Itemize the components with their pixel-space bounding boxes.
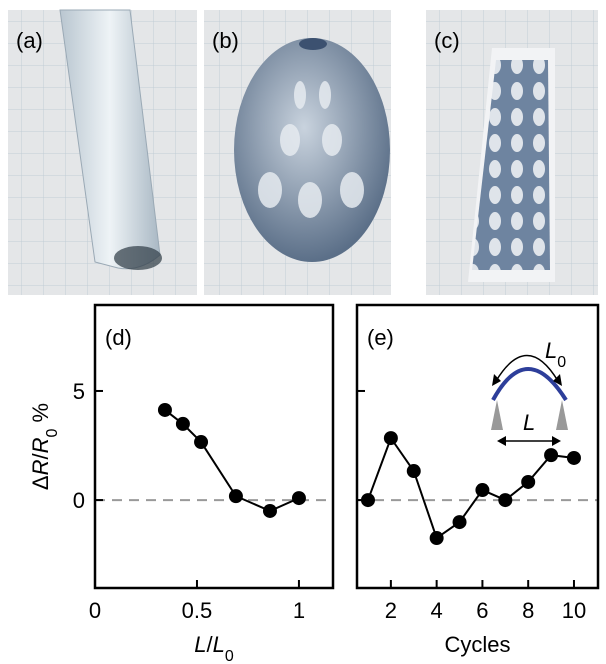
inset-triangle	[556, 400, 568, 430]
x-tick-label: 4	[431, 598, 443, 623]
data-point	[361, 493, 375, 507]
label-part: 0	[225, 648, 234, 664]
data-point	[263, 504, 277, 518]
data-point	[229, 489, 243, 503]
label-part: Cycles	[444, 632, 510, 657]
panel-label: (b)	[212, 28, 239, 53]
label-part: 0	[44, 428, 61, 437]
x-tick-label: 10	[562, 598, 586, 623]
inset-label: L	[523, 410, 535, 435]
panel-label: (c)	[434, 28, 460, 53]
inset-triangle	[491, 400, 503, 430]
x-tick-label: 8	[522, 598, 534, 623]
data-point	[430, 531, 444, 545]
label-part: R	[28, 459, 53, 475]
x-tick-label: 1	[293, 598, 305, 623]
data-point	[194, 435, 208, 449]
x-tick-label: 6	[476, 598, 488, 623]
data-point	[158, 403, 172, 417]
data-point	[453, 515, 467, 529]
x-tick-label: 0.5	[182, 598, 213, 623]
label-part: L	[213, 632, 225, 657]
figure: (a) (b) (c) 00.5105(d)L/L0ΔR/R0 %246810(…	[0, 0, 606, 664]
data-line	[368, 438, 574, 538]
photo-a: (a)	[8, 10, 197, 295]
x-tick-label: 2	[385, 598, 397, 623]
photo-c: (c)	[426, 10, 598, 295]
data-point	[292, 491, 306, 505]
data-point	[521, 475, 535, 489]
y-tick-label: 5	[73, 379, 85, 404]
inset-beam	[493, 369, 566, 400]
label-part: %	[28, 403, 53, 429]
data-point	[567, 451, 581, 465]
data-point	[544, 448, 558, 462]
inset-label: L0	[545, 338, 566, 371]
label-part: L	[545, 338, 557, 363]
x-tick-label: 0	[89, 598, 101, 623]
y-axis-label: ΔR/R0 %	[28, 403, 61, 490]
photo-b: (b)	[204, 10, 391, 295]
y-tick-label: 0	[73, 488, 85, 513]
data-point	[407, 464, 421, 478]
x-axis-label: Cycles	[444, 632, 510, 657]
label-part: R	[28, 437, 53, 453]
x-axis-label: L/L0	[194, 632, 234, 664]
data-point	[475, 483, 489, 497]
label-part: Δ	[28, 475, 53, 490]
panel-label: (e)	[367, 325, 394, 350]
panel-label: (a)	[16, 28, 43, 53]
data-point	[176, 417, 190, 431]
label-part: L	[194, 632, 206, 657]
data-point	[498, 493, 512, 507]
label-part: 0	[557, 354, 566, 371]
panel-label: (d)	[105, 325, 132, 350]
chart: 0 0.5 1 0 5 (d) L/L0 ΔR/R0 %	[28, 305, 333, 664]
data-point	[384, 431, 398, 445]
